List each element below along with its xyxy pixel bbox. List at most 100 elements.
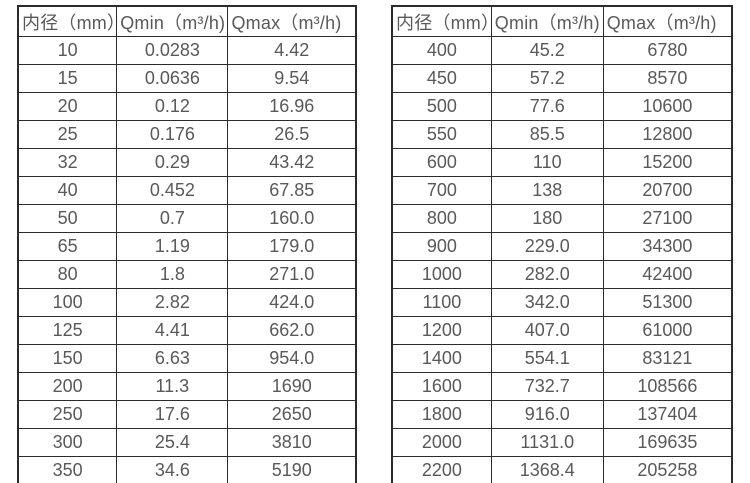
table-cell: 32 xyxy=(17,148,118,177)
table-row: 400 45.2 6780 xyxy=(391,36,733,65)
table-cell: 500 xyxy=(391,92,492,121)
table-cell: 200 xyxy=(17,372,118,401)
table-cell: 2650 xyxy=(227,400,357,429)
table-row: 25 0.176 26.5 xyxy=(17,120,357,149)
table-cell: 2200 xyxy=(391,456,492,483)
table-row: 300 25.4 3810 xyxy=(17,428,357,457)
table-cell: 1000 xyxy=(391,260,492,289)
column-header-2: Qmax（m³/h) xyxy=(227,5,357,37)
table-cell: 205258 xyxy=(602,456,733,483)
table-cell: 150 xyxy=(17,344,118,373)
table-cell: 27100 xyxy=(602,204,733,233)
table-row: 200 11.3 1690 xyxy=(17,372,357,401)
table-cell: 42400 xyxy=(602,260,733,289)
column-header-1: Qmin（m³/h) xyxy=(116,5,229,37)
table-cell: 450 xyxy=(391,64,492,93)
table-row: 500 77.6 10600 xyxy=(391,92,733,121)
table-cell: 300 xyxy=(17,428,118,457)
table-cell: 1690 xyxy=(227,372,357,401)
table-cell: 0.0636 xyxy=(116,64,229,93)
table-cell: 11.3 xyxy=(116,372,229,401)
table-row: 125 4.41 662.0 xyxy=(17,316,357,345)
table-cell: 400 xyxy=(391,36,492,65)
column-header-0: 内径（mm） xyxy=(17,5,118,37)
table-cell: 45.2 xyxy=(490,36,604,65)
table-cell: 954.0 xyxy=(227,344,357,373)
table-cell: 900 xyxy=(391,232,492,261)
table-cell: 25 xyxy=(17,120,118,149)
table-cell: 43.42 xyxy=(227,148,357,177)
table-row: 450 57.2 8570 xyxy=(391,64,733,93)
table-cell: 271.0 xyxy=(227,260,357,289)
table-cell: 800 xyxy=(391,204,492,233)
table-row: 700 138 20700 xyxy=(391,176,733,205)
header-row: 内径（mm） Qmin（m³/h) Qmax（m³/h) xyxy=(391,5,733,37)
column-header-2: Qmax（m³/h) xyxy=(602,5,733,37)
table-cell: 50 xyxy=(17,204,118,233)
table-cell: 2000 xyxy=(391,428,492,457)
table-row: 250 17.6 2650 xyxy=(17,400,357,429)
table-row: 80 1.8 271.0 xyxy=(17,260,357,289)
table-cell: 108566 xyxy=(602,372,733,401)
table-cell: 20700 xyxy=(602,176,733,205)
table-row: 1400 554.1 83121 xyxy=(391,344,733,373)
table-cell: 1.19 xyxy=(116,232,229,261)
table-cell: 137404 xyxy=(602,400,733,429)
table-cell: 424.0 xyxy=(227,288,357,317)
table-cell: 4.42 xyxy=(227,36,357,65)
table-cell: 180 xyxy=(490,204,604,233)
table-cell: 0.7 xyxy=(116,204,229,233)
header-row: 内径（mm） Qmin（m³/h) Qmax（m³/h) xyxy=(17,5,357,37)
table-cell: 1131.0 xyxy=(490,428,604,457)
table-cell: 169635 xyxy=(602,428,733,457)
table-cell: 1100 xyxy=(391,288,492,317)
table-cell: 700 xyxy=(391,176,492,205)
table-cell: 6780 xyxy=(602,36,733,65)
table-cell: 229.0 xyxy=(490,232,604,261)
table-row: 50 0.7 160.0 xyxy=(17,204,357,233)
table-cell: 554.1 xyxy=(490,344,604,373)
table-cell: 40 xyxy=(17,176,118,205)
table-cell: 600 xyxy=(391,148,492,177)
table-cell: 350 xyxy=(17,456,118,483)
table-cell: 4.41 xyxy=(116,316,229,345)
table-cell: 34300 xyxy=(602,232,733,261)
table-cell: 85.5 xyxy=(490,120,604,149)
table-row: 1100 342.0 51300 xyxy=(391,288,733,317)
table-cell: 16.96 xyxy=(227,92,357,121)
table-row: 40 0.452 67.85 xyxy=(17,176,357,205)
table-row: 65 1.19 179.0 xyxy=(17,232,357,261)
table-cell: 0.29 xyxy=(116,148,229,177)
table-row: 550 85.5 12800 xyxy=(391,120,733,149)
table-row: 10 0.0283 4.42 xyxy=(17,36,357,65)
table-cell: 1600 xyxy=(391,372,492,401)
table-cell: 1200 xyxy=(391,316,492,345)
table-cell: 8570 xyxy=(602,64,733,93)
table-cell: 1368.4 xyxy=(490,456,604,483)
table-cell: 732.7 xyxy=(490,372,604,401)
table-cell: 2.82 xyxy=(116,288,229,317)
table-cell: 1.8 xyxy=(116,260,229,289)
table-cell: 57.2 xyxy=(490,64,604,93)
table-cell: 10 xyxy=(17,36,118,65)
table-row: 20 0.12 16.96 xyxy=(17,92,357,121)
table-row: 1200 407.0 61000 xyxy=(391,316,733,345)
table-cell: 0.452 xyxy=(116,176,229,205)
table-cell: 12800 xyxy=(602,120,733,149)
table-cell: 5190 xyxy=(227,456,357,483)
table-cell: 67.85 xyxy=(227,176,357,205)
table-cell: 0.12 xyxy=(116,92,229,121)
table-row: 600 110 15200 xyxy=(391,148,733,177)
table-row: 350 34.6 5190 xyxy=(17,456,357,483)
flow-rate-table-large-diameters: 内径（mm） Qmin（m³/h) Qmax（m³/h) 400 45.2 6780 45… xyxy=(391,5,733,483)
table-cell: 916.0 xyxy=(490,400,604,429)
table-cell: 0.0283 xyxy=(116,36,229,65)
table-cell: 80 xyxy=(17,260,118,289)
table-cell: 1400 xyxy=(391,344,492,373)
table-cell: 100 xyxy=(17,288,118,317)
table-cell: 3810 xyxy=(227,428,357,457)
table-cell: 0.176 xyxy=(116,120,229,149)
table-cell: 160.0 xyxy=(227,204,357,233)
table-row: 32 0.29 43.42 xyxy=(17,148,357,177)
